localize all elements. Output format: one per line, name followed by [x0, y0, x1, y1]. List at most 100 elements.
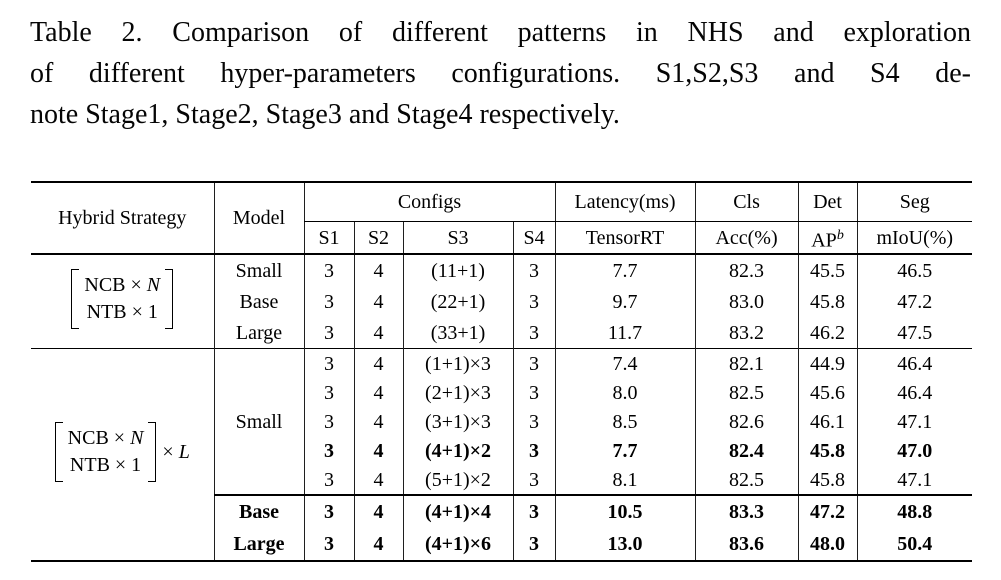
- cell-s3: (2+1)×3: [402, 378, 513, 408]
- cell-acc: 83.6: [694, 528, 799, 562]
- cell-model: Base: [213, 494, 304, 529]
- table-row: 3 4 (3+1)×3 3 8.5 82.6 46.1 47.1: [31, 407, 973, 437]
- matrix-row-ntb: NTB × 1: [86, 300, 158, 323]
- table-row: NCB × N NTB × 1 Small 3 4 (11+1) 3 7.7 8…: [31, 254, 973, 329]
- ap-superscript: b: [836, 227, 844, 243]
- cell-acc: 82.6: [694, 407, 799, 437]
- table-row-highlighted: 3 4 (4+1)×2 3 7.7 82.4 45.8 47.0: [31, 436, 973, 466]
- cell-s4: 3: [512, 254, 556, 287]
- cell-acc: 82.3: [694, 254, 799, 287]
- col-group-latency: Latency(ms): [554, 182, 696, 223]
- cell-latency: 7.7: [554, 254, 696, 287]
- cell-acc: 83.0: [694, 286, 799, 318]
- cell-model: Base: [213, 286, 304, 318]
- cell-model: Large: [213, 317, 304, 349]
- col-group-cls: Cls: [694, 182, 799, 223]
- cell-ap: 46.1: [797, 407, 858, 437]
- cell-latency: 10.5: [554, 494, 696, 529]
- results-table: Hybrid Strategy Model Configs Latency(ms…: [31, 181, 973, 563]
- caption-line-2: of different hyper-parameters configurat…: [30, 58, 971, 90]
- cell-latency: 7.7: [554, 436, 696, 466]
- cell-s3: (1+1)×3: [402, 348, 513, 379]
- cell-miou: 47.0: [856, 436, 973, 466]
- cell-s2: 4: [353, 317, 403, 349]
- matrix-row-ncb: NCB × N: [84, 273, 161, 296]
- cell-s2: 4: [353, 254, 403, 287]
- col-header-hybrid-strategy: Hybrid Strategy: [31, 182, 214, 256]
- col-header-ap: APb: [797, 221, 858, 256]
- col-header-miou: mIoU(%): [856, 221, 973, 256]
- col-header-s3: S3: [402, 221, 513, 256]
- cell-s4: 3: [512, 465, 556, 496]
- col-header-s1: S1: [303, 221, 354, 256]
- cell-s2: 4: [353, 528, 403, 562]
- right-bracket: [148, 421, 157, 482]
- cell-acc: 82.5: [694, 465, 799, 496]
- matrix-row-ntb: NTB × 1: [69, 453, 142, 476]
- cell-ap: 45.6: [797, 378, 858, 408]
- cell-acc: 82.1: [694, 348, 799, 379]
- cell-miou: 46.4: [856, 378, 973, 408]
- cell-s4: 3: [512, 378, 556, 408]
- cell-miou: 48.8: [856, 494, 973, 529]
- cell-s4: 3: [512, 436, 556, 466]
- cell-s3: (33+1): [402, 317, 513, 349]
- cell-s4: 3: [512, 494, 556, 529]
- cell-s1: 3: [303, 286, 354, 318]
- cell-s4: 3: [512, 528, 556, 562]
- table-caption: Table 2. Comparison of different pattern…: [30, 12, 971, 135]
- cell-miou: 47.1: [856, 407, 973, 437]
- col-header-tensorrt: TensorRT: [554, 221, 696, 256]
- cell-s1: 3: [303, 407, 354, 437]
- table-row: 3 4 (5+1)×2 3 8.1 82.5 45.8 47.1: [31, 465, 973, 496]
- cell-latency: 13.0: [554, 528, 696, 562]
- table-row-highlighted: Base 3 4 (4+1)×4 3 10.5 83.3 47.2 48.8: [31, 494, 973, 529]
- cell-miou: 46.5: [856, 254, 973, 287]
- cell-s2: 4: [353, 465, 403, 496]
- cell-acc: 82.4: [694, 436, 799, 466]
- cell-ap: 45.8: [797, 465, 858, 496]
- hybrid-strategy-matrix-2: NCB × N NTB × 1 × L: [31, 348, 214, 562]
- cell-s2: 4: [353, 494, 403, 529]
- cell-ap: 44.9: [797, 348, 858, 379]
- cell-latency: 8.1: [554, 465, 696, 496]
- caption-line-1: Table 2. Comparison of different pattern…: [30, 17, 971, 48]
- cell-s3: (4+1)×6: [402, 528, 513, 562]
- cell-miou: 47.1: [856, 465, 973, 496]
- cell-s1: 3: [303, 254, 354, 287]
- header-row-groups: Hybrid Strategy Model Configs Latency(ms…: [31, 182, 973, 256]
- cell-latency: 8.0: [554, 378, 696, 408]
- left-bracket: [54, 421, 63, 482]
- cell-s4: 3: [512, 317, 556, 349]
- cell-s4: 3: [512, 407, 556, 437]
- cell-miou: 47.5: [856, 317, 973, 349]
- cell-model: Small: [213, 254, 304, 287]
- col-group-seg: Seg: [856, 182, 973, 223]
- cell-ap: 45.8: [797, 286, 858, 318]
- cell-s1: 3: [303, 436, 354, 466]
- left-bracket: [71, 268, 80, 329]
- cell-s2: 4: [353, 348, 403, 379]
- cell-miou: 47.2: [856, 286, 973, 318]
- col-group-det: Det: [797, 182, 858, 223]
- cell-s2: 4: [353, 407, 403, 437]
- table-row: Large 3 4 (33+1) 3 11.7 83.2 46.2 47.5: [31, 317, 973, 349]
- cell-model: Small: [213, 348, 304, 496]
- cell-latency: 8.5: [554, 407, 696, 437]
- cell-s4: 3: [512, 348, 556, 379]
- table-row: Base 3 4 (22+1) 3 9.7 83.0 45.8 47.2: [31, 286, 973, 318]
- matrix-suffix: × L: [162, 440, 190, 463]
- col-group-configs: Configs: [303, 182, 556, 223]
- cell-latency: 7.4: [554, 348, 696, 379]
- cell-s1: 3: [303, 317, 354, 349]
- header-row-subcolumns: S1 S2 S3 S4 TensorRT Acc(%) APb mIoU(%): [31, 221, 973, 256]
- col-header-s2: S2: [353, 221, 403, 256]
- cell-ap: 48.0: [797, 528, 858, 562]
- right-bracket: [165, 268, 174, 329]
- cell-s2: 4: [353, 378, 403, 408]
- cell-miou: 50.4: [856, 528, 973, 562]
- cell-s3: (11+1): [402, 254, 513, 287]
- cell-s3: (22+1): [402, 286, 513, 318]
- caption-line-3: note Stage1, Stage2, Stage3 and Stage4 r…: [30, 99, 620, 131]
- table-row: NCB × N NTB × 1 × L Small 3 4 (1+1)×3 3 …: [31, 348, 973, 562]
